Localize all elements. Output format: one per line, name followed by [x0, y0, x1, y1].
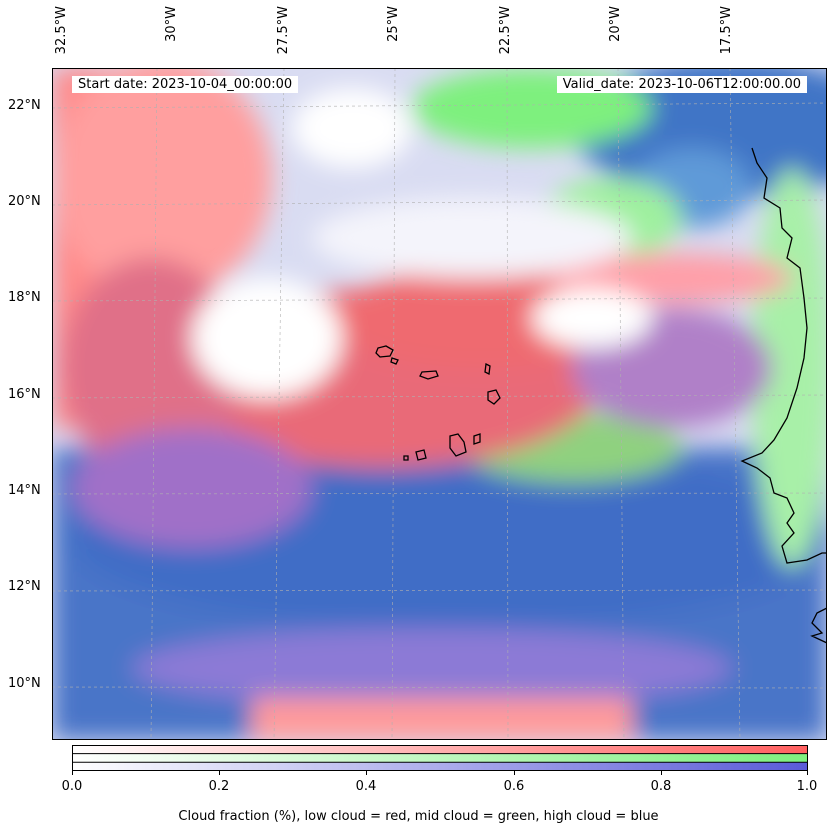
lon-label-17-5w: 17.5°W: [719, 6, 734, 55]
colorbar-mid-cloud: [72, 753, 808, 763]
lon-label-27-5w: 27.5°W: [276, 6, 291, 55]
start-date-label: Start date: 2023-10-04_00:00:00: [72, 76, 299, 93]
lon-label-30w: 30°W: [164, 6, 179, 42]
cape-verde-islands: [375, 345, 501, 461]
africa-coastline: [740, 147, 827, 644]
lat-label-22n: 22°N: [8, 98, 41, 113]
graticule: [52, 68, 827, 740]
map-frame: [52, 68, 827, 740]
cloud-field: [52, 68, 827, 740]
lat-label-10n: 10°N: [8, 676, 41, 691]
lat-label-20n: 20°N: [8, 194, 41, 209]
lat-label-12n: 12°N: [8, 579, 41, 594]
cloud-fraction-map: Start date: 2023-10-04_00:00:00 Valid_da…: [52, 68, 827, 740]
valid-date-label: Valid_date: 2023-10-06T12:00:00.00: [556, 76, 807, 93]
colorbar-low-cloud: [72, 745, 808, 754]
colorbar-tick-1: 1.0: [796, 779, 818, 794]
colorbar-label: Cloud fraction (%), low cloud = red, mid…: [178, 809, 659, 824]
lon-label-20w: 20°W: [608, 6, 623, 42]
lon-label-32-5w: 32.5°W: [54, 6, 69, 55]
colorbar-tick-0-2: 0.2: [208, 779, 230, 794]
lon-label-25w: 25°W: [386, 6, 401, 42]
colorbar-tick-0: 0.0: [61, 779, 83, 794]
colorbar-tick-0-8: 0.8: [650, 779, 672, 794]
colorbar: [72, 745, 808, 771]
lat-label-16n: 16°N: [8, 387, 41, 402]
colorbar-high-cloud: [72, 762, 808, 771]
lon-label-22-5w: 22.5°W: [498, 6, 513, 55]
lat-label-14n: 14°N: [8, 483, 41, 498]
lat-label-18n: 18°N: [8, 290, 41, 305]
map-canvas: [52, 68, 827, 740]
colorbar-tick-0-6: 0.6: [503, 779, 525, 794]
colorbar-tick-0-4: 0.4: [355, 779, 377, 794]
